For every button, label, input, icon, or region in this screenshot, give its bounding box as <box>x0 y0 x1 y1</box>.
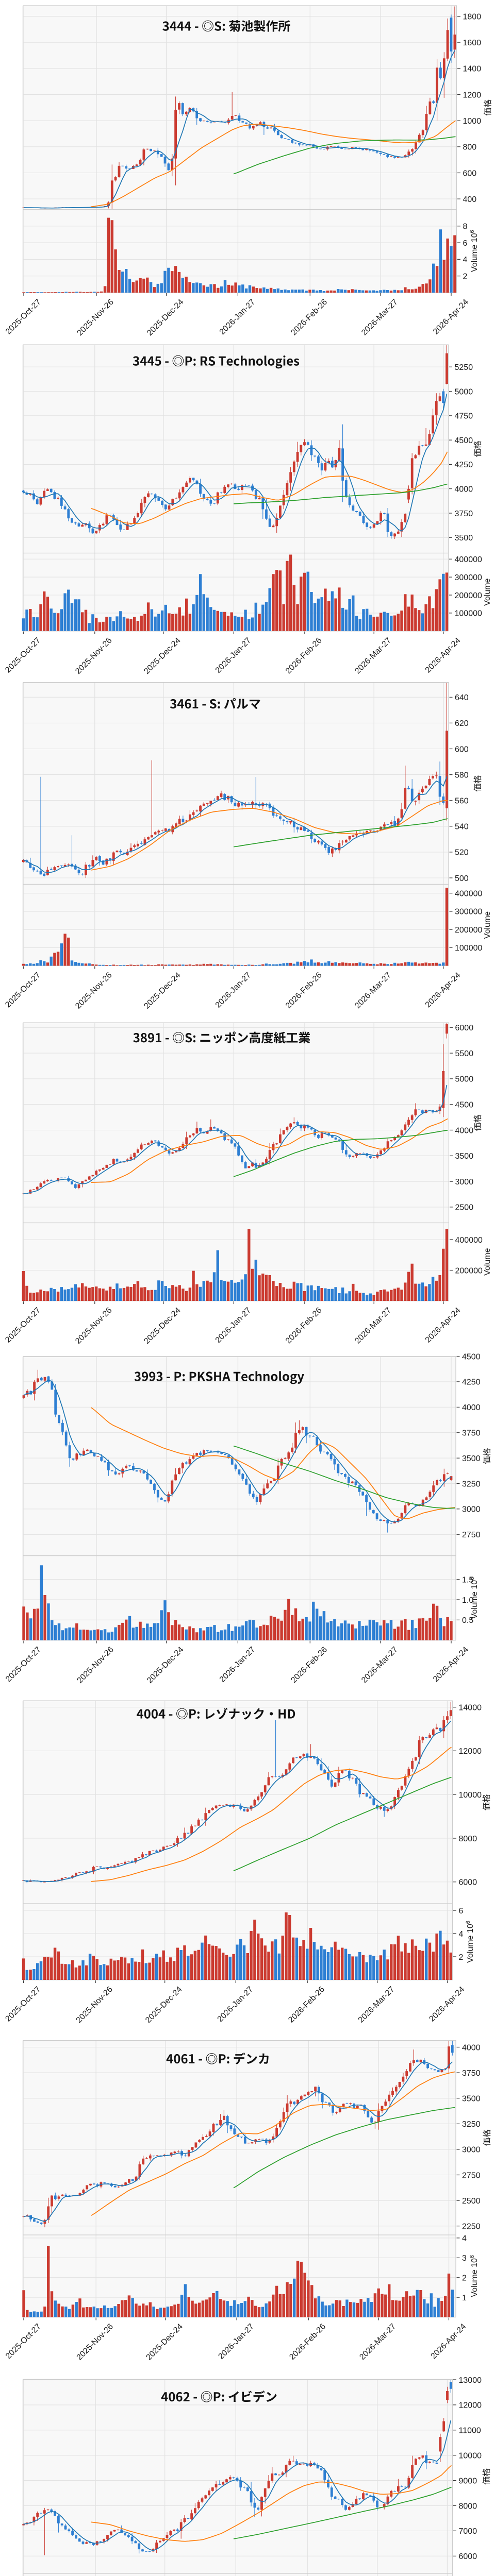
svg-text:5250: 5250 <box>455 363 473 372</box>
svg-text:10000: 10000 <box>459 2452 482 2461</box>
svg-text:2500: 2500 <box>455 1204 474 1212</box>
svg-text:4500: 4500 <box>455 1101 474 1110</box>
svg-text:3500: 3500 <box>455 534 473 543</box>
svg-text:8000: 8000 <box>459 1835 477 1843</box>
svg-text:400000: 400000 <box>455 555 482 564</box>
svg-text:Volume 106: Volume 106 <box>469 1577 479 1619</box>
svg-text:4: 4 <box>459 1930 464 1939</box>
svg-text:100000: 100000 <box>455 609 482 618</box>
svg-text:4000: 4000 <box>455 485 473 494</box>
svg-text:3750: 3750 <box>462 1429 481 1438</box>
svg-text:4: 4 <box>463 256 468 264</box>
svg-text:5000: 5000 <box>455 387 473 396</box>
svg-text:2: 2 <box>459 1953 464 1962</box>
svg-text:1800: 1800 <box>463 12 482 21</box>
svg-text:12000: 12000 <box>459 1747 482 1756</box>
svg-text:6000: 6000 <box>455 1024 474 1032</box>
svg-text:2250: 2250 <box>462 2223 481 2231</box>
svg-text:800: 800 <box>463 143 477 152</box>
svg-text:1: 1 <box>462 2294 467 2302</box>
svg-text:560: 560 <box>455 797 469 806</box>
svg-text:600: 600 <box>455 745 469 754</box>
svg-text:5500: 5500 <box>455 1049 474 1058</box>
svg-text:14000: 14000 <box>459 1703 482 1712</box>
svg-text:200000: 200000 <box>455 591 482 600</box>
svg-text:4500: 4500 <box>462 1352 481 1361</box>
svg-text:1200: 1200 <box>463 91 482 99</box>
svg-text:500: 500 <box>455 874 469 883</box>
svg-text:13000: 13000 <box>459 2376 482 2385</box>
svg-text:Volume: Volume <box>483 1248 492 1275</box>
svg-text:4250: 4250 <box>462 1378 481 1387</box>
svg-text:400000: 400000 <box>455 890 482 899</box>
svg-text:0.5: 0.5 <box>462 1616 473 1625</box>
svg-text:4: 4 <box>462 2234 467 2243</box>
svg-text:Volume: Volume <box>483 578 492 605</box>
svg-text:1.5: 1.5 <box>462 1576 473 1585</box>
svg-text:12000: 12000 <box>459 2401 482 2410</box>
svg-text:3250: 3250 <box>462 2120 481 2129</box>
svg-text:6: 6 <box>463 239 468 248</box>
svg-text:2750: 2750 <box>462 1531 481 1539</box>
svg-text:5000: 5000 <box>455 1075 474 1084</box>
svg-text:2500: 2500 <box>462 2197 481 2206</box>
svg-text:9000: 9000 <box>459 2477 477 2485</box>
svg-text:3250: 3250 <box>462 1480 481 1488</box>
svg-text:200000: 200000 <box>455 1266 483 1275</box>
svg-text:10000: 10000 <box>459 1791 482 1800</box>
svg-text:2: 2 <box>462 2274 467 2283</box>
svg-text:2: 2 <box>463 273 468 281</box>
svg-text:200000: 200000 <box>455 926 482 935</box>
svg-text:4250: 4250 <box>455 461 473 469</box>
svg-text:3750: 3750 <box>455 510 473 518</box>
svg-text:1600: 1600 <box>463 39 482 47</box>
svg-text:3500: 3500 <box>462 2095 481 2104</box>
svg-text:640: 640 <box>455 693 469 702</box>
svg-text:4750: 4750 <box>455 412 473 421</box>
svg-text:520: 520 <box>455 849 469 857</box>
svg-text:6000: 6000 <box>459 1878 477 1887</box>
svg-text:3000: 3000 <box>462 1505 481 1514</box>
svg-text:4000: 4000 <box>462 1403 481 1412</box>
svg-text:600: 600 <box>463 169 477 178</box>
svg-text:580: 580 <box>455 771 469 779</box>
svg-text:11000: 11000 <box>459 2427 481 2435</box>
svg-text:3000: 3000 <box>455 1178 474 1187</box>
svg-text:Volume 106: Volume 106 <box>465 1921 475 1963</box>
svg-text:Volume 106: Volume 106 <box>469 2255 479 2297</box>
svg-text:300000: 300000 <box>455 573 482 582</box>
svg-text:3500: 3500 <box>455 1152 474 1161</box>
svg-text:7000: 7000 <box>459 2527 477 2536</box>
svg-text:4000: 4000 <box>462 2043 481 2052</box>
svg-text:3000: 3000 <box>462 2146 481 2155</box>
svg-text:1.0: 1.0 <box>462 1596 473 1605</box>
svg-text:3750: 3750 <box>462 2069 481 2078</box>
svg-text:8000: 8000 <box>459 2502 477 2511</box>
svg-text:300000: 300000 <box>455 908 482 917</box>
svg-text:2750: 2750 <box>462 2171 481 2180</box>
svg-text:400000: 400000 <box>455 1236 483 1245</box>
svg-text:6: 6 <box>459 1907 464 1916</box>
svg-text:4500: 4500 <box>455 436 473 445</box>
svg-text:1400: 1400 <box>463 65 482 74</box>
svg-text:3500: 3500 <box>462 1454 481 1463</box>
svg-text:Volume 106: Volume 106 <box>469 230 479 272</box>
svg-text:400: 400 <box>463 195 477 204</box>
svg-text:100000: 100000 <box>455 944 482 953</box>
svg-text:540: 540 <box>455 823 469 832</box>
svg-text:3: 3 <box>462 2254 467 2263</box>
svg-text:1000: 1000 <box>463 117 482 126</box>
svg-text:4000: 4000 <box>455 1126 474 1135</box>
svg-text:6000: 6000 <box>459 2552 477 2561</box>
svg-text:8: 8 <box>463 223 468 231</box>
svg-text:620: 620 <box>455 719 469 728</box>
svg-text:Volume: Volume <box>483 911 492 939</box>
